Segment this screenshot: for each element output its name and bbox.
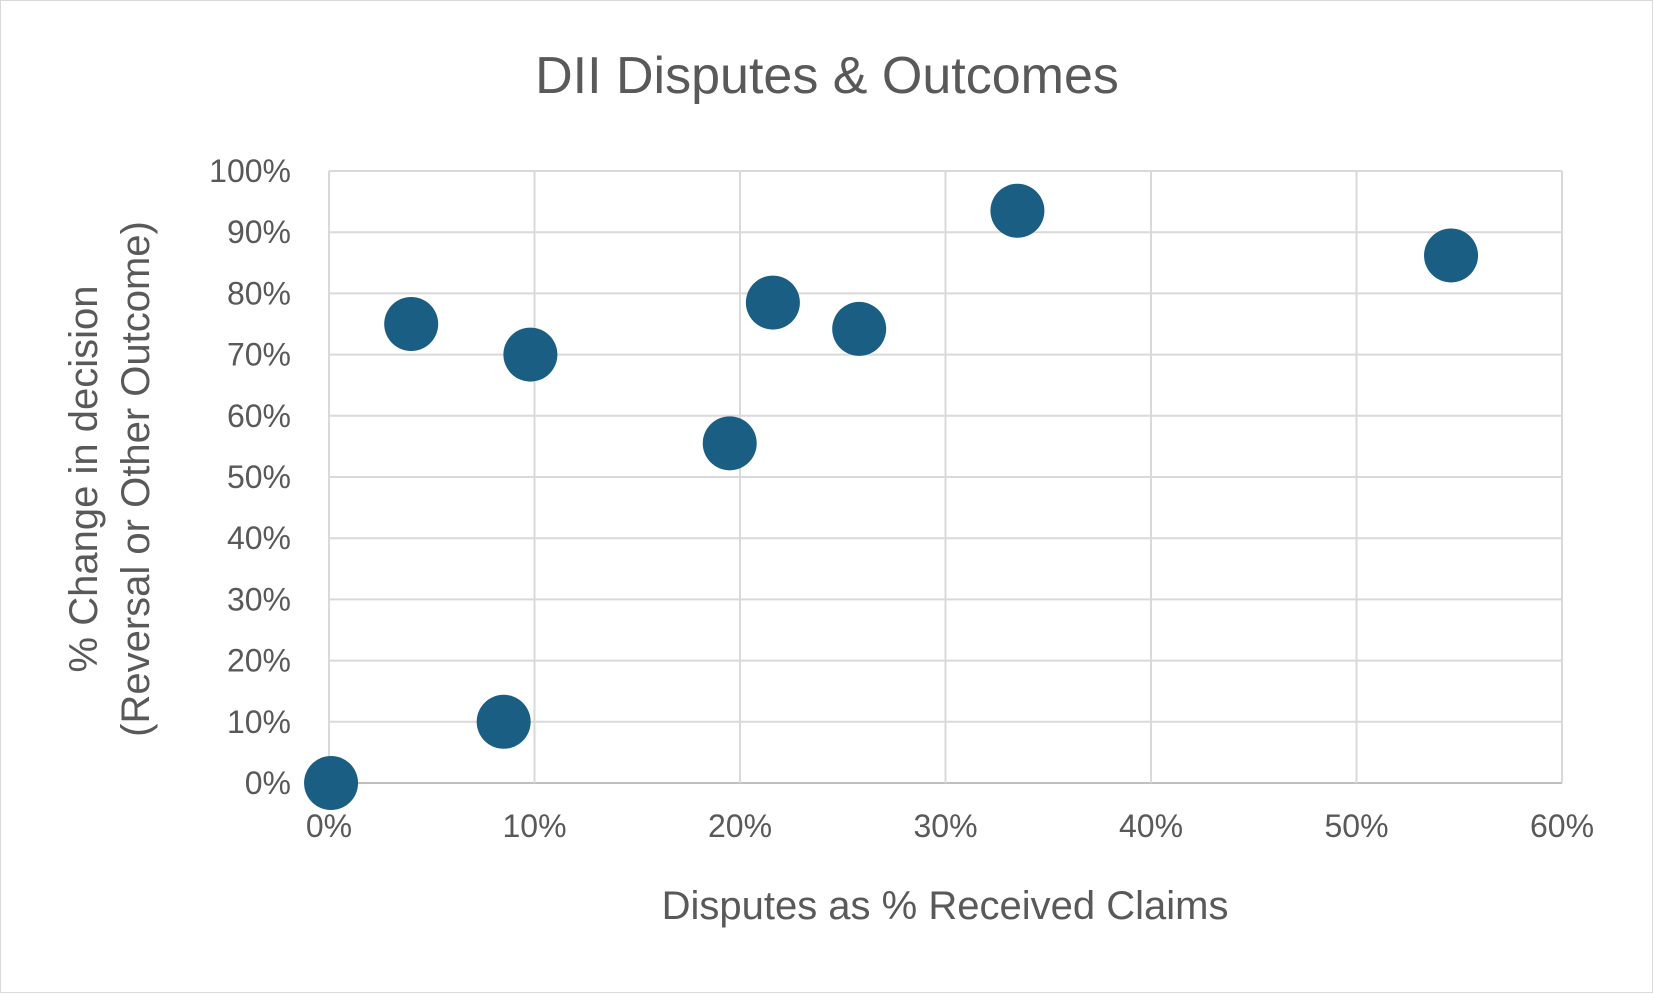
data-point	[745, 275, 800, 330]
y-axis-label-line-2: (Reversal or Other Outcome)	[114, 221, 158, 737]
x-tick-label: 20%	[708, 808, 772, 844]
x-tick-label: 30%	[913, 808, 977, 844]
x-tick-label: 10%	[502, 808, 566, 844]
x-tick-label: 40%	[1119, 808, 1183, 844]
chart-title: DII Disputes & Outcomes	[535, 47, 1119, 105]
data-point	[384, 297, 439, 351]
y-tick-label: 0%	[245, 765, 291, 801]
grid-lines	[328, 170, 1563, 784]
data-point	[702, 416, 757, 471]
y-axis-label: % Change in decision (Reversal or Other …	[62, 221, 158, 737]
data-point	[990, 183, 1045, 238]
x-tick-label: 60%	[1530, 808, 1594, 844]
y-tick-label: 30%	[227, 581, 291, 617]
y-tick-label: 80%	[227, 275, 291, 311]
y-axis-label-line-1: % Change in decision	[62, 286, 106, 673]
x-axis-label: Disputes as % Received Claims	[662, 884, 1229, 928]
data-point	[832, 301, 887, 356]
y-tick-label: 50%	[227, 459, 291, 495]
data-point	[1424, 228, 1479, 283]
y-tick-label: 40%	[227, 520, 291, 556]
y-tick-label: 100%	[209, 153, 291, 189]
y-tick-labels: 0% 10% 20% 30% 40% 50% 60% 70% 80% 90% 100%	[209, 153, 291, 801]
x-tick-label: 0%	[306, 808, 352, 844]
data-points	[304, 183, 1479, 810]
y-tick-label: 60%	[227, 398, 291, 434]
x-tick-labels: 0% 10% 20% 30% 40% 50% 60%	[306, 808, 1594, 844]
data-point	[304, 756, 359, 810]
y-tick-label: 10%	[227, 704, 291, 740]
data-point	[476, 694, 531, 749]
y-tick-label: 20%	[227, 643, 291, 679]
x-tick-label: 50%	[1324, 808, 1388, 844]
y-tick-label: 90%	[227, 214, 291, 250]
y-tick-label: 70%	[227, 337, 291, 373]
data-point	[503, 327, 558, 382]
